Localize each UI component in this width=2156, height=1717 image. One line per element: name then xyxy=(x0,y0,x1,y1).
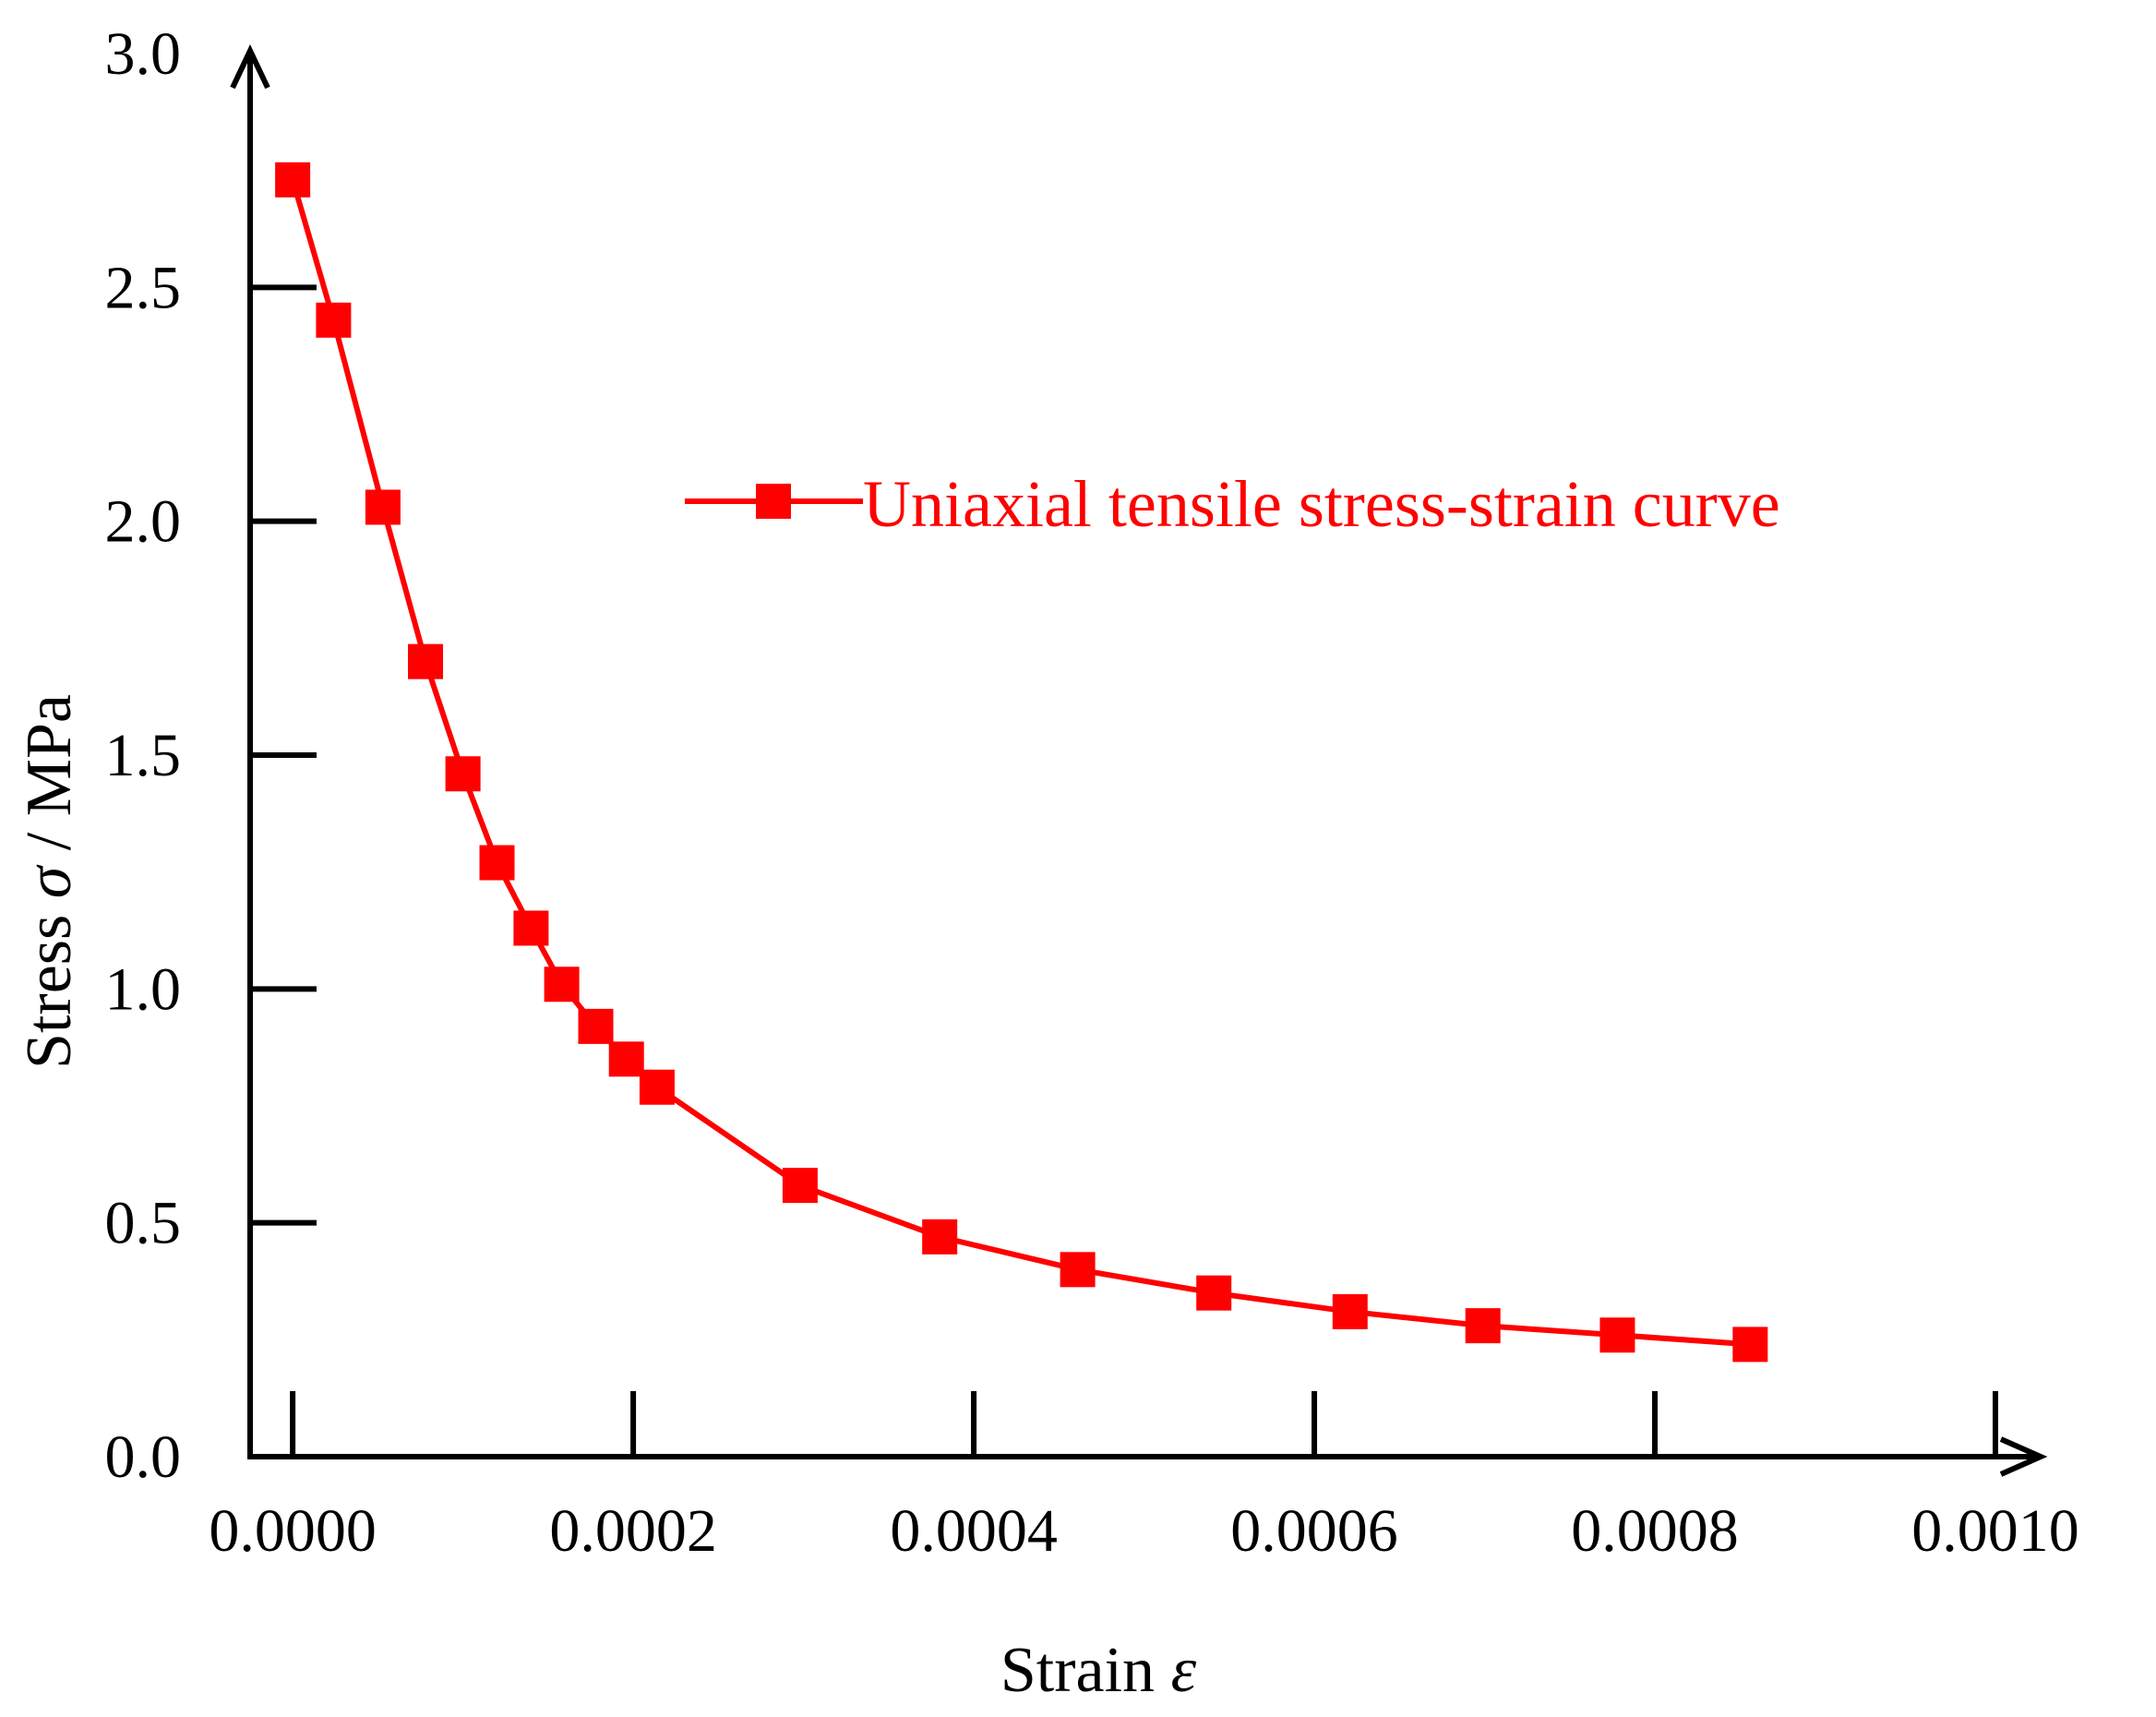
x-tick-label: 0.0004 xyxy=(890,1497,1058,1565)
data-point-marker xyxy=(445,756,481,792)
data-point-marker xyxy=(639,1069,675,1105)
y-tick-label: 1.0 xyxy=(105,955,182,1023)
data-point-marker xyxy=(1332,1293,1368,1329)
series-layer xyxy=(275,162,1768,1363)
y-tick-label: 2.0 xyxy=(105,488,182,556)
y-axis-title: Stress σ / MPa xyxy=(14,694,85,1069)
data-point-marker xyxy=(1060,1252,1096,1288)
x-tick-label: 0.0000 xyxy=(209,1497,377,1565)
data-point-marker xyxy=(275,162,311,198)
y-tick-label: 1.5 xyxy=(105,722,182,789)
x-tick-label: 0.0002 xyxy=(549,1497,717,1565)
y-ticks: 0.0 0.5 1.0 1.5 2.0 2.5 3.0 xyxy=(105,20,317,1491)
y-axis-arrow-icon xyxy=(230,44,270,90)
data-point-marker xyxy=(365,489,401,525)
y-tick-label: 2.5 xyxy=(105,254,182,321)
x-tick-label: 0.0006 xyxy=(1230,1497,1398,1565)
x-axis-arrow-icon xyxy=(1999,1436,2048,1477)
x-tick-label: 0.0008 xyxy=(1571,1497,1739,1565)
data-point-marker xyxy=(578,1008,614,1044)
legend-marker-icon xyxy=(756,484,791,519)
data-point-marker xyxy=(1465,1308,1501,1344)
y-tick-label: 0.0 xyxy=(105,1423,182,1491)
data-point-marker xyxy=(479,845,515,881)
data-point-marker xyxy=(408,643,444,679)
data-point-marker xyxy=(513,910,549,946)
data-point-marker xyxy=(782,1168,818,1204)
legend-label: Uniaxial tensile stress-strain curve xyxy=(863,467,1780,541)
data-point-marker xyxy=(922,1219,958,1255)
x-axis-title: Strain ε xyxy=(1000,1635,1197,1706)
data-point-marker xyxy=(1599,1317,1635,1353)
data-point-marker xyxy=(316,302,352,338)
legend: Uniaxial tensile stress-strain curve xyxy=(685,467,1780,541)
data-point-marker xyxy=(608,1041,644,1077)
data-point-marker xyxy=(1196,1275,1232,1311)
y-tick-label: 0.5 xyxy=(105,1190,182,1257)
data-point-marker xyxy=(1732,1327,1768,1363)
x-ticks: 0.0000 0.0002 0.0004 0.0006 0.0008 0.0010 xyxy=(209,1391,2079,1565)
y-tick-label: 3.0 xyxy=(105,20,182,88)
x-tick-label: 0.0010 xyxy=(1911,1497,2079,1565)
data-point-marker xyxy=(544,967,580,1003)
